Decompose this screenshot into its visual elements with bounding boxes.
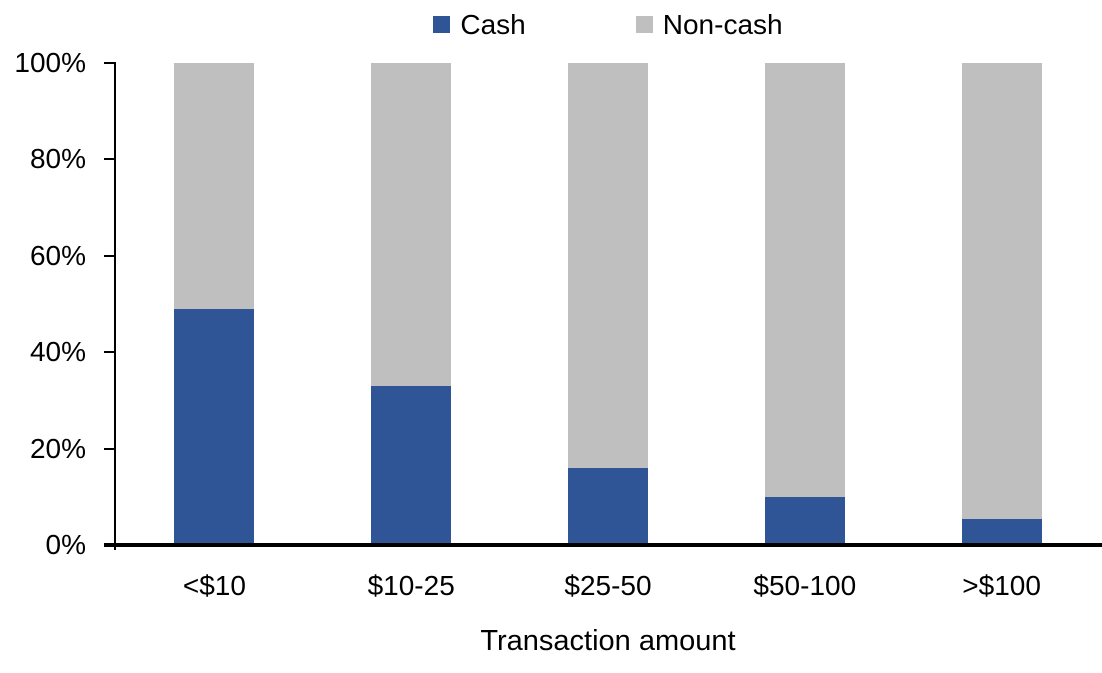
bar-slot (116, 63, 313, 545)
bar-segment-noncash (961, 63, 1042, 519)
y-tick-mark (104, 158, 116, 161)
bar (174, 63, 255, 545)
legend-label-cash: Cash (460, 9, 526, 40)
y-tick-mark (104, 351, 116, 354)
y-tick-label: 20% (29, 432, 86, 464)
legend-item-cash: Cash (433, 8, 526, 42)
y-tick-label: 40% (29, 336, 86, 368)
plot-area (116, 63, 1100, 545)
bar-slot (903, 63, 1100, 545)
cash-swatch-icon (433, 16, 451, 34)
noncash-swatch-icon (635, 16, 653, 34)
x-tick-label: $25-50 (564, 570, 652, 601)
bar (764, 63, 845, 545)
y-tick-label: 80% (29, 143, 86, 175)
bar-segment-cash (567, 467, 648, 545)
x-tick-label: $50-100 (753, 570, 857, 601)
y-tick-mark (104, 447, 116, 450)
bar-segment-noncash (764, 63, 845, 497)
bar-segment-noncash (567, 63, 648, 468)
x-tick-label: >$100 (962, 570, 1041, 601)
bar-segment-cash (961, 518, 1042, 545)
bar-slot (510, 63, 707, 545)
bar-segment-noncash (174, 63, 255, 309)
x-axis-labels: <$10 $10-25 $25-50 $50-100 >$100 (116, 570, 1100, 602)
legend-label-noncash: Non-cash (662, 9, 783, 40)
bar-segment-noncash (371, 63, 452, 386)
bar (961, 63, 1042, 545)
bar-slot (706, 63, 903, 545)
legend: Cash Non-cash (116, 8, 1100, 42)
y-tick-label: 100% (14, 47, 86, 78)
y-tick-mark (104, 62, 116, 64)
y-axis-labels: 0% 20% 40% 60% 80% 100% (0, 49, 86, 559)
bar (567, 63, 648, 545)
y-tick-mark (104, 254, 116, 257)
bar (371, 63, 452, 545)
y-tick-label: 0% (45, 529, 86, 560)
y-axis-line (114, 63, 116, 550)
legend-item-noncash: Non-cash (635, 8, 783, 42)
x-axis-title: Transaction amount (480, 625, 736, 657)
x-tick-label: <$10 (182, 570, 246, 601)
bar-segment-cash (764, 496, 845, 545)
bar-segment-cash (174, 308, 255, 545)
bar-slot (313, 63, 510, 545)
y-tick-label: 60% (29, 239, 86, 271)
x-tick-label: $10-25 (367, 570, 455, 601)
x-axis-line (104, 543, 1102, 547)
bar-segment-cash (371, 385, 452, 545)
